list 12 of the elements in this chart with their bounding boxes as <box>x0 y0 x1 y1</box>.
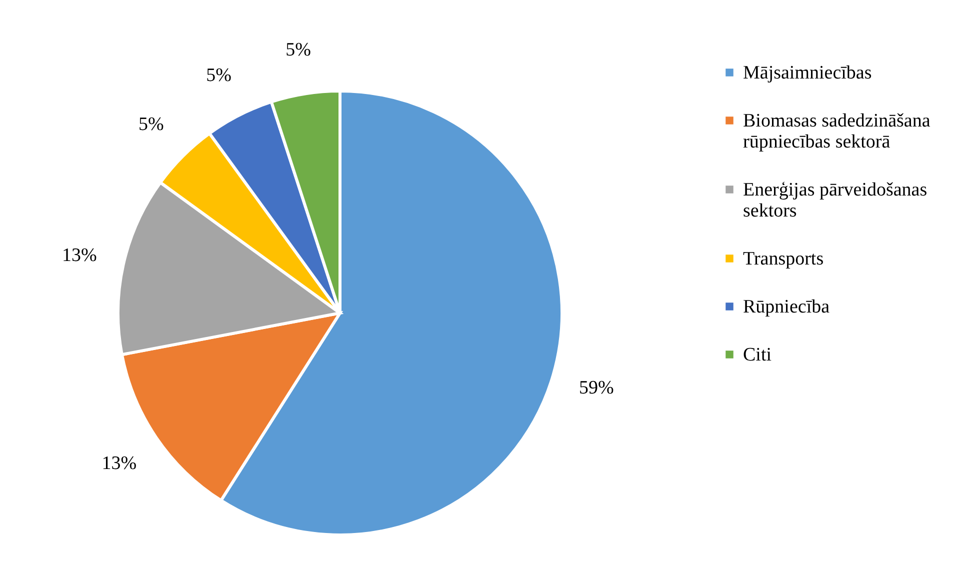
data-label: 13% <box>62 244 98 266</box>
data-label: 5% <box>138 114 164 136</box>
legend-label: Mājsaimniecības <box>743 62 872 84</box>
legend-label: Enerģijas pārveidošanas sektors <box>743 180 928 222</box>
data-label: 5% <box>206 65 232 86</box>
legend-label: Biomasas sadedzināšana rūpniecības sektorā <box>743 110 931 152</box>
data-label: 5% <box>286 39 312 60</box>
legend-label: Citi <box>743 344 772 366</box>
legend-label: Rūpniecība <box>743 296 830 318</box>
data-label: 13% <box>102 453 137 474</box>
data-label: 59% <box>578 377 614 398</box>
legend-label: Transports <box>743 248 824 270</box>
